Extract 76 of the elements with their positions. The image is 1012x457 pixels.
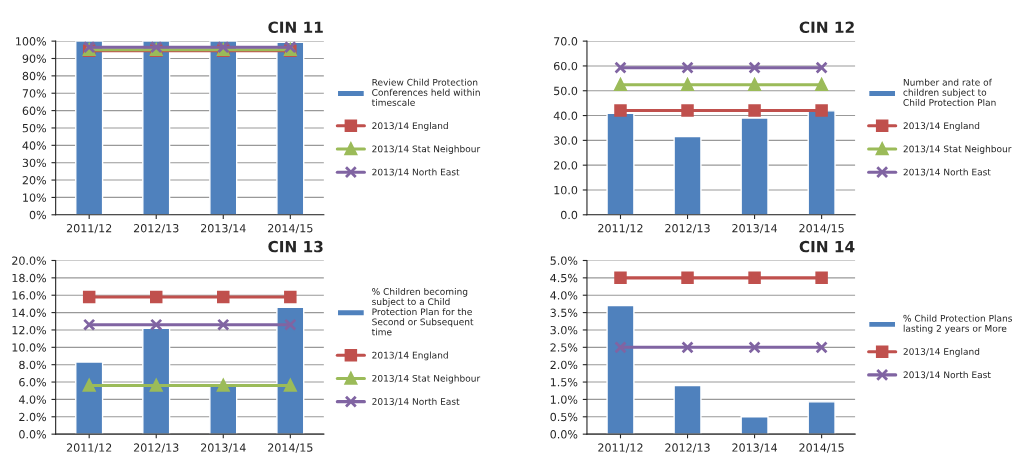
legend-label: 2013/14 Stat Neighbour bbox=[372, 374, 481, 384]
x-tick-label: 2014/15 bbox=[268, 224, 313, 234]
legend-label: % Child Protection Plans lasting 2 years or More bbox=[903, 314, 1012, 334]
y-tick-label: 6.0% bbox=[19, 378, 47, 387]
y-tick-label: 14.0% bbox=[12, 308, 47, 317]
y-tick-label: 0.0% bbox=[550, 430, 578, 439]
chart-title: CIN 13 bbox=[268, 240, 323, 253]
y-tick-label: 60.0 bbox=[553, 61, 578, 71]
x-tick-label: 2011/12 bbox=[598, 443, 643, 453]
x-tick-label: 2011/12 bbox=[66, 443, 112, 453]
x-tick-label: 2012/13 bbox=[133, 443, 179, 453]
x-tick-label: 2011/12 bbox=[66, 224, 112, 234]
y-tick-label: 3.0% bbox=[550, 325, 578, 335]
chart-title: CIN 12 bbox=[799, 21, 854, 34]
legend-label: 2013/14 North East bbox=[903, 168, 991, 177]
y-tick-label: 2.5% bbox=[550, 343, 578, 352]
chart-title: CIN 11 bbox=[268, 21, 323, 34]
y-tick-label: 60% bbox=[22, 106, 47, 115]
y-tick-label: 100% bbox=[16, 37, 47, 46]
chart-title: CIN 14 bbox=[799, 240, 855, 253]
y-tick-label: 70% bbox=[22, 89, 47, 98]
y-tick-label: 1.0% bbox=[550, 395, 578, 404]
legend-label: 2013/14 England bbox=[903, 122, 980, 131]
y-tick-label: 50% bbox=[22, 123, 47, 133]
legend-label: 2013/14 England bbox=[372, 122, 448, 131]
x-tick-label: 2014/15 bbox=[799, 443, 844, 453]
legend-label: 2013/14 England bbox=[372, 351, 448, 361]
y-tick-label: 4.5% bbox=[550, 273, 578, 283]
y-tick-label: 4.0% bbox=[18, 395, 47, 404]
y-tick-label: 70.0 bbox=[554, 37, 578, 46]
x-tick-label: 2014/15 bbox=[268, 443, 313, 453]
y-tick-label: 10% bbox=[23, 193, 47, 202]
y-tick-label: 5.0% bbox=[550, 256, 578, 265]
y-tick-label: 0.0 bbox=[560, 210, 578, 220]
y-tick-label: 4.0% bbox=[550, 291, 578, 300]
y-tick-label: 40% bbox=[22, 141, 47, 150]
legend-label: % Children becoming subject to a Child Protection Plan for the Second or Subsequent time bbox=[371, 287, 474, 336]
y-tick-label: 0% bbox=[29, 210, 47, 220]
x-tick-label: 2014/15 bbox=[799, 224, 844, 234]
legend-label: Review Child Protection Conferences held within timescale bbox=[371, 78, 480, 106]
y-tick-label: 2.0% bbox=[19, 412, 47, 422]
y-tick-label: 30% bbox=[22, 158, 47, 168]
y-tick-label: 8.0% bbox=[19, 360, 47, 370]
x-tick-label: 2013/14 bbox=[201, 224, 246, 234]
y-tick-label: 3.5% bbox=[550, 308, 578, 317]
legend-label: 2013/14 Stat Neighbour bbox=[372, 145, 481, 155]
y-tick-label: 90% bbox=[22, 54, 47, 63]
y-tick-label: 1.5% bbox=[550, 378, 578, 387]
legend-label: 2013/14 North East bbox=[372, 397, 460, 406]
y-tick-label: 20% bbox=[22, 176, 47, 185]
y-tick-label: 12.0% bbox=[12, 325, 47, 335]
y-tick-label: 10.0% bbox=[12, 343, 47, 352]
y-tick-label: 20.0 bbox=[554, 161, 578, 170]
y-tick-label: 18.0% bbox=[12, 273, 47, 283]
y-tick-label: 50.0 bbox=[554, 86, 578, 96]
legend-label: 2013/14 North East bbox=[903, 371, 991, 379]
y-tick-label: 10.0 bbox=[554, 185, 578, 195]
y-tick-label: 80% bbox=[22, 71, 47, 81]
y-tick-label: 20.0% bbox=[12, 256, 47, 265]
x-tick-label: 2012/13 bbox=[133, 224, 179, 234]
y-tick-label: 40.0 bbox=[553, 111, 578, 120]
x-tick-label: 2013/14 bbox=[732, 224, 778, 234]
x-tick-label: 2013/14 bbox=[201, 443, 246, 453]
legend-label: 2013/14 England bbox=[903, 348, 980, 357]
y-tick-label: 0.5% bbox=[550, 412, 578, 422]
y-tick-label: 2.0% bbox=[550, 360, 578, 370]
x-tick-label: 2012/13 bbox=[665, 443, 710, 453]
y-tick-label: 0.0% bbox=[19, 430, 47, 439]
x-tick-label: 2012/13 bbox=[665, 224, 710, 234]
y-tick-label: 16.0% bbox=[12, 291, 47, 300]
legend-label: Number and rate of children subject to Child Protection Plan bbox=[903, 78, 996, 106]
legend-label: 2013/14 North East bbox=[372, 168, 460, 177]
x-tick-label: 2011/12 bbox=[598, 224, 643, 234]
y-tick-label: 30.0 bbox=[554, 136, 578, 145]
legend-label: 2013/14 Stat Neighbour bbox=[903, 145, 1012, 155]
x-tick-label: 2013/14 bbox=[732, 443, 778, 453]
